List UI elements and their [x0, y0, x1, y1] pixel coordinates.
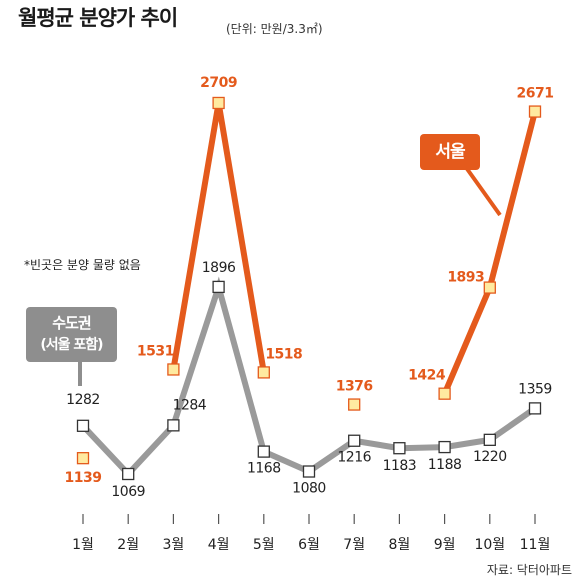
seoul-value-label: 1518	[265, 346, 302, 362]
x-tick-label: 7월	[343, 537, 365, 553]
seoul-line	[170, 102, 267, 373]
unit-label: (단위: 만원/3.3㎡)	[226, 22, 323, 36]
x-tick-label: 5월	[253, 537, 275, 553]
seoul-value-label: 2671	[517, 86, 554, 102]
seoul-callout: 서울	[420, 134, 480, 170]
seoul-point	[76, 452, 90, 465]
metro-value-label: 1188	[428, 457, 462, 473]
seoul-point	[167, 363, 180, 376]
metro-callout-sublabel: (서울 포함)	[40, 337, 103, 353]
seoul-value-label: 1376	[336, 379, 373, 395]
seoul-callout-label: 서울	[435, 142, 465, 162]
x-tick-label: 8월	[389, 537, 411, 553]
x-tick-label: 2월	[117, 537, 139, 553]
x-tick-label: 9월	[434, 537, 456, 553]
seoul-point	[483, 281, 496, 294]
source-label: 자료: 닥터아파트	[486, 563, 572, 577]
metro-value-label: 1220	[473, 449, 507, 465]
seoul-value-label: 1139	[65, 470, 102, 486]
seoul-point	[257, 366, 270, 379]
seoul-value-label: 1531	[137, 343, 174, 359]
metro-value-label: 1282	[66, 392, 100, 408]
metro-line	[80, 276, 537, 479]
seoul-point	[438, 387, 451, 400]
metro-point	[122, 467, 135, 481]
x-tick-label: 10월	[474, 537, 505, 553]
seoul-point	[348, 398, 361, 411]
metro-point	[76, 419, 90, 432]
x-tick-label: 4월	[208, 537, 230, 553]
metro-value-label: 1168	[247, 461, 281, 477]
metro-callout: 수도권 (서울 포함)	[26, 307, 117, 362]
metro-value-label: 1183	[383, 458, 417, 474]
x-tick-label: 11월	[520, 537, 551, 553]
metro-point	[438, 440, 451, 454]
seoul-point	[212, 96, 225, 110]
x-tick-label: 6월	[298, 537, 320, 553]
metro-point	[348, 434, 361, 447]
seoul-value-label: 1424	[408, 368, 446, 384]
seoul-callout-pointer	[463, 164, 502, 217]
metro-value-label: 1896	[202, 260, 236, 276]
metro-point	[302, 465, 316, 478]
chart-title: 월평균 분양가 추이	[18, 6, 178, 30]
metro-point	[167, 419, 180, 432]
metro-point	[393, 442, 406, 455]
metro-point	[257, 445, 270, 458]
metro-point	[212, 280, 225, 294]
empty-note: *빈곳은 분양 물량 없음	[24, 258, 141, 272]
seoul-point	[528, 105, 542, 118]
seoul-value-label: 1893	[447, 270, 484, 286]
metro-point	[483, 433, 496, 446]
metro-value-label: 1359	[518, 381, 552, 397]
metro-callout-label: 수도권	[52, 314, 91, 332]
x-tick-label: 3월	[163, 537, 185, 553]
x-tick-label: 1월	[72, 537, 94, 553]
metro-point	[528, 402, 542, 415]
seoul-value-label: 2709	[200, 75, 237, 91]
metro-value-label: 1284	[173, 397, 207, 413]
metro-value-label: 1080	[292, 481, 326, 497]
metro-value-label: 1069	[111, 484, 145, 500]
metro-value-label: 1216	[337, 450, 371, 466]
